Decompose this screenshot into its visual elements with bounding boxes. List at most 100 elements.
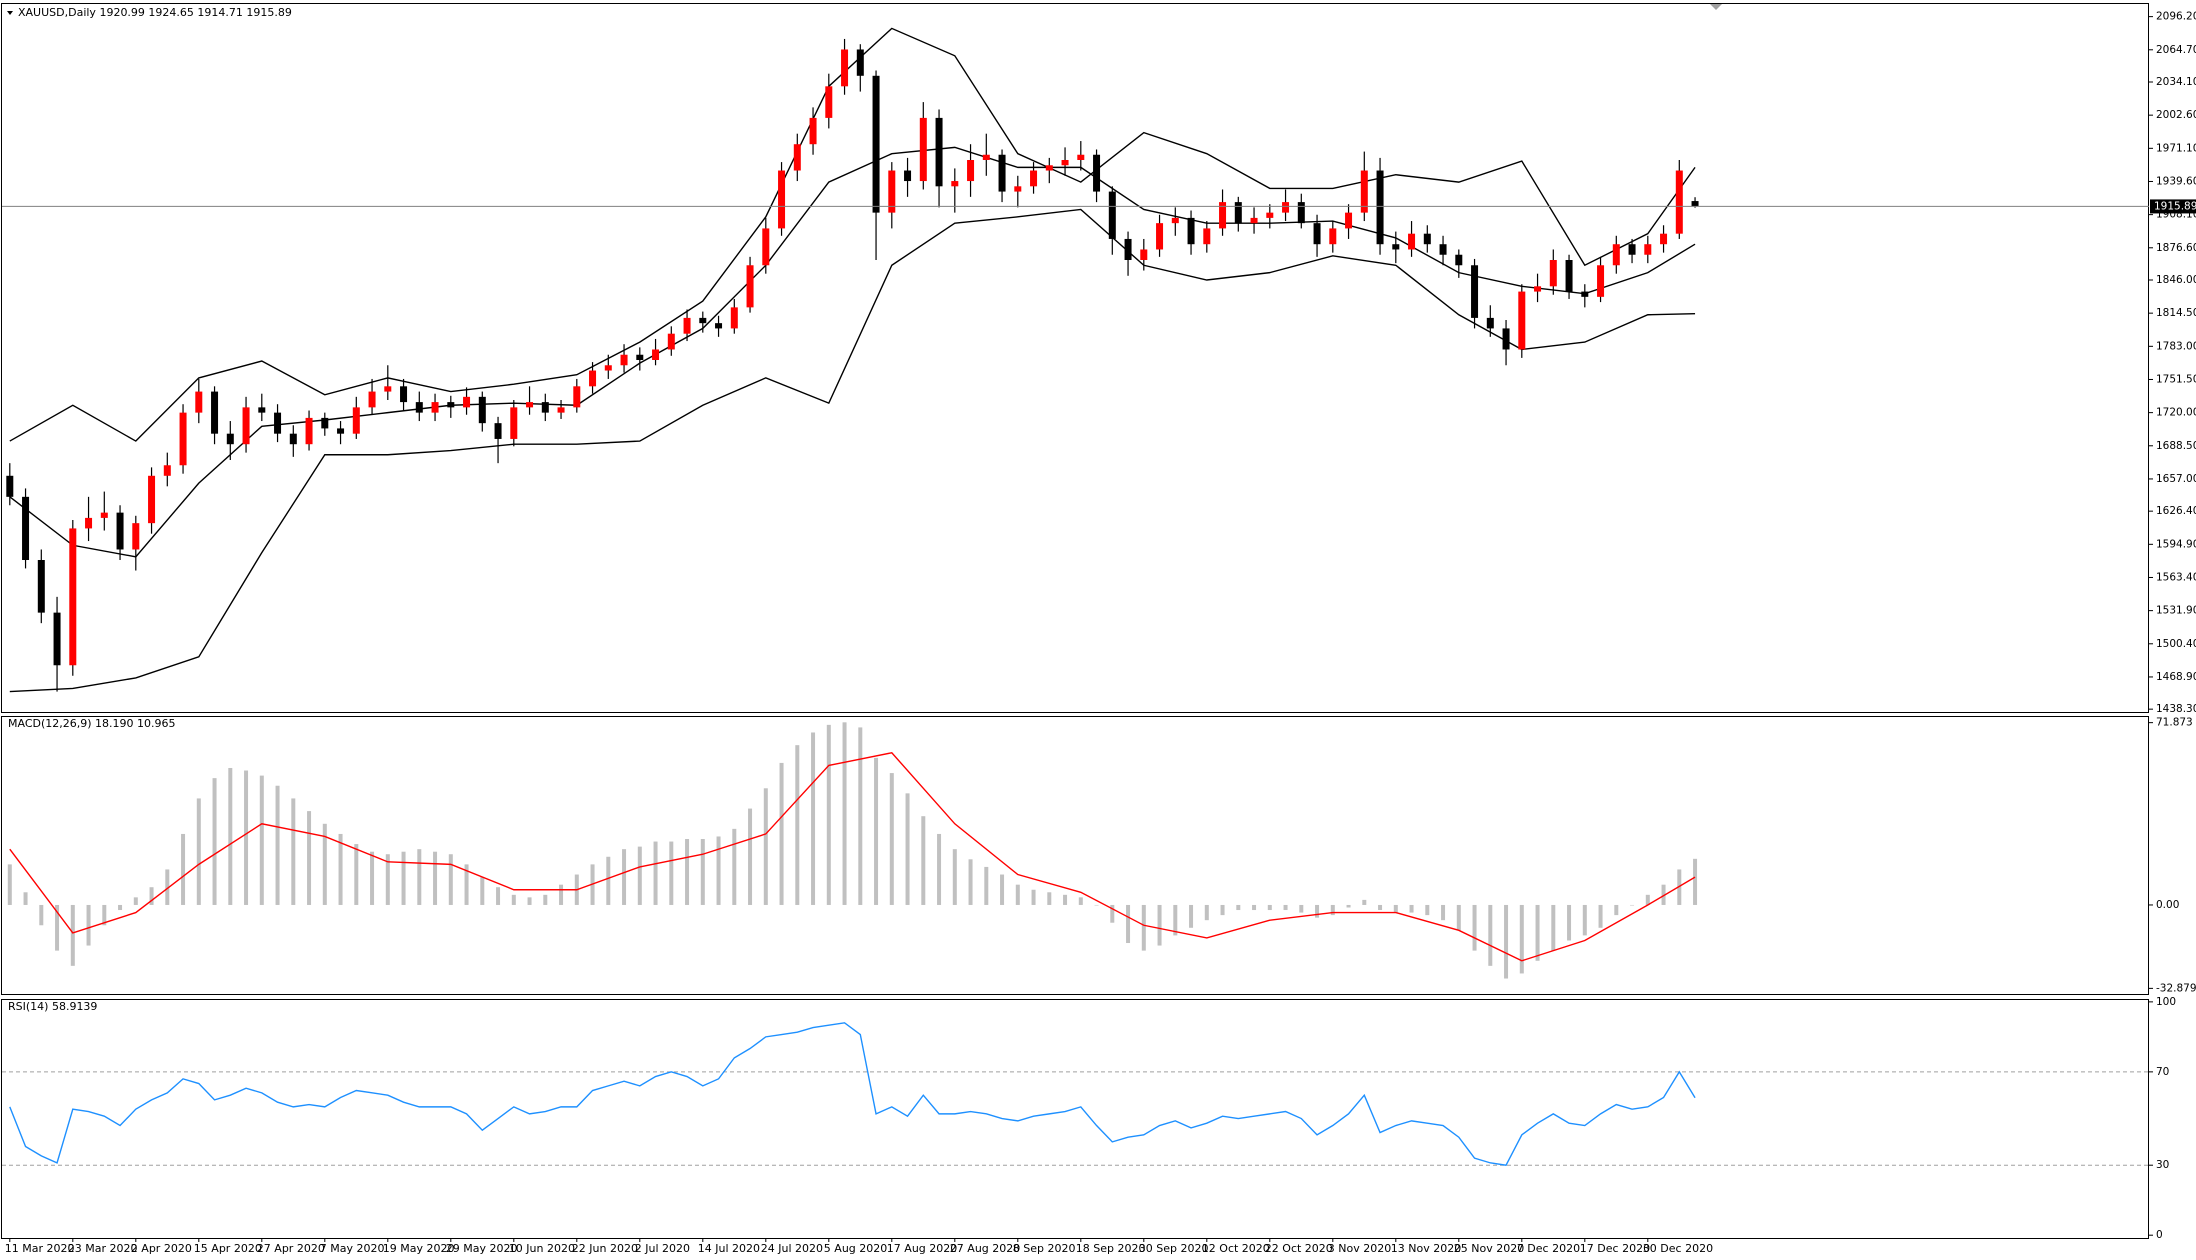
macd-bar	[637, 846, 642, 905]
candle-body	[352, 407, 360, 434]
macd-bar	[795, 745, 800, 905]
macd-bar	[622, 849, 627, 905]
candle-body	[998, 154, 1006, 192]
collapse-arrow[interactable]	[7, 11, 13, 15]
candle-body	[116, 512, 124, 550]
y-tick-label: 1594.90	[2156, 538, 2196, 550]
macd-bar	[1157, 904, 1162, 946]
candle-body	[699, 317, 707, 324]
candle-body	[1219, 202, 1227, 229]
macd-bar	[39, 904, 44, 926]
macd-bar	[448, 854, 453, 905]
macd-bar	[1126, 904, 1131, 944]
y-tick-label: 100	[2156, 996, 2176, 1008]
candle-body	[447, 402, 455, 408]
candle-body	[400, 386, 408, 403]
candle-body	[415, 402, 423, 413]
macd-bar	[1661, 884, 1666, 905]
macd-signal	[9, 752, 1696, 962]
y-tick-label: 2002.60	[2156, 109, 2196, 121]
macd-bar	[480, 877, 485, 905]
macd-bar	[1078, 897, 1083, 905]
candle-body	[1345, 212, 1353, 229]
candle-body	[1234, 202, 1242, 224]
macd-bar	[7, 864, 12, 905]
candle-body	[321, 417, 329, 429]
x-tick-label: 8 Sep 2020	[1013, 1242, 1076, 1255]
candle-body	[1140, 249, 1148, 260]
macd-bar	[1299, 904, 1304, 913]
x-tick-label: 22 Jun 2020	[572, 1242, 638, 1255]
candle-body	[478, 396, 486, 424]
candle-body	[258, 407, 266, 413]
candle-body	[1534, 286, 1542, 292]
x-tick-label: 15 Apr 2020	[194, 1242, 262, 1255]
shift-marker[interactable]	[1710, 4, 1722, 10]
macd-bar	[212, 778, 217, 905]
x-tick-label: 14 Jul 2020	[698, 1242, 760, 1255]
candle-body	[1077, 154, 1085, 160]
candle-body	[1691, 201, 1699, 207]
macd-bar	[1582, 904, 1587, 936]
candle-body	[22, 496, 30, 560]
macd-bar	[1645, 894, 1650, 905]
candle-body	[305, 417, 313, 445]
candle-body	[856, 49, 864, 76]
macd-bar	[1472, 904, 1477, 951]
y-tick-label: 0.00	[2156, 899, 2179, 911]
candle-body	[825, 86, 833, 118]
macd-bar	[543, 894, 548, 905]
x-tick-label: 30 Dec 2020	[1643, 1242, 1713, 1255]
y-tick-label: 1438.30	[2156, 703, 2196, 715]
macd-bar	[1063, 894, 1068, 905]
candle-body	[1549, 260, 1557, 287]
macd-bar	[1000, 874, 1005, 905]
x-tick-label: 3 Nov 2020	[1328, 1242, 1391, 1255]
macd-bar	[511, 894, 516, 905]
candle-body	[226, 433, 234, 445]
y-tick-label: 1563.40	[2156, 571, 2196, 583]
candle-body	[510, 407, 518, 439]
macd-bar	[244, 770, 249, 905]
macd-bar	[1630, 904, 1635, 906]
candle-body	[37, 560, 45, 613]
macd-bar	[842, 722, 847, 905]
macd-bar	[1047, 892, 1052, 905]
bollinger-middle	[9, 146, 1696, 558]
macd-bar	[748, 808, 753, 905]
macd-bar	[385, 854, 390, 905]
candle-body	[289, 433, 297, 445]
y-tick-label: 1846.00	[2156, 274, 2196, 286]
candle-body	[683, 317, 691, 334]
y-tick-label: 30	[2156, 1159, 2169, 1171]
x-tick-label: 23 Mar 2020	[68, 1242, 138, 1255]
macd-bar	[1441, 904, 1446, 921]
x-tick-label: 5 Aug 2020	[824, 1242, 887, 1255]
macd-bar	[826, 724, 831, 905]
x-tick-label: 25 Nov 2020	[1454, 1242, 1524, 1255]
macd-bar	[1031, 889, 1036, 905]
macd-bar	[1267, 904, 1272, 911]
candle-body	[1061, 160, 1069, 166]
candle-body	[541, 402, 549, 413]
candle-body	[163, 465, 171, 476]
candle-body	[6, 475, 14, 497]
y-tick-label: 1939.60	[2156, 175, 2196, 187]
candle-body	[620, 354, 628, 366]
macd-bar	[1189, 904, 1194, 928]
y-tick-label: 70	[2156, 1066, 2169, 1078]
candle-body	[1565, 260, 1573, 292]
candle-body	[667, 333, 675, 350]
macd-bar	[1204, 904, 1209, 921]
candle-body	[368, 391, 376, 408]
candle-body	[1108, 191, 1116, 239]
candle-body	[242, 407, 250, 445]
candle-body	[951, 181, 959, 187]
macd-bar	[433, 851, 438, 905]
x-tick-label: 17 Aug 2020	[887, 1242, 957, 1255]
candle-body	[1581, 291, 1589, 297]
macd-bar	[1693, 858, 1698, 905]
macd-bar	[1094, 904, 1099, 906]
y-tick-label: 71.873	[2156, 717, 2193, 729]
candle-body	[967, 160, 975, 182]
